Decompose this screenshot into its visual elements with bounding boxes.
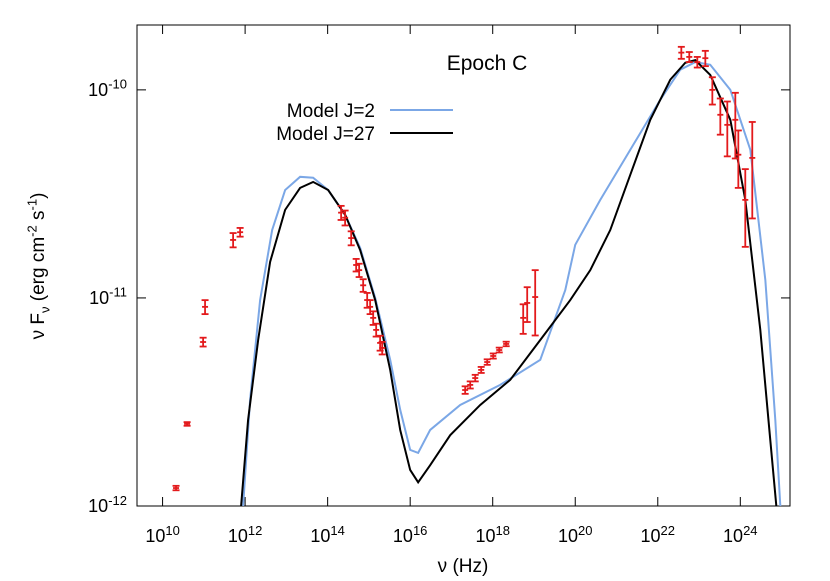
data-point	[201, 299, 209, 316]
data-point	[519, 303, 527, 335]
data-point	[347, 230, 355, 247]
x-tick-label: 1018	[475, 523, 510, 546]
x-axis-label: ν (Hz)	[438, 556, 489, 577]
chart-title: Epoch C	[447, 52, 528, 75]
data-point	[701, 49, 709, 68]
data-point	[748, 121, 756, 220]
x-tick-label: 1020	[558, 523, 593, 546]
data-point	[693, 56, 701, 69]
data-point	[734, 129, 742, 189]
data-point	[236, 227, 244, 238]
plot-frame	[136, 24, 791, 507]
data-point	[723, 100, 731, 158]
data-point	[199, 336, 207, 348]
data-point	[677, 45, 685, 60]
data-point	[495, 346, 503, 354]
data-point	[477, 366, 485, 374]
data-point	[489, 352, 497, 360]
legend-label: Model J=27	[276, 124, 375, 145]
data-point	[502, 340, 510, 348]
data-point	[378, 340, 386, 356]
x-tick-label: 1024	[723, 523, 758, 546]
y-tick-label: 10-11	[89, 285, 127, 308]
data-point	[372, 322, 380, 338]
data-point	[741, 168, 749, 248]
data-point	[229, 232, 237, 249]
data-point	[337, 204, 345, 221]
data-point	[359, 278, 367, 293]
x-tick-label: 1010	[145, 523, 180, 546]
data-point	[466, 380, 474, 390]
y-tick-label: 10-10	[88, 77, 127, 100]
legend-label: Model J=2	[287, 101, 375, 122]
data-point	[523, 286, 531, 323]
data-point	[483, 358, 491, 366]
x-tick-label: 1012	[228, 523, 263, 546]
x-tick-label: 1014	[310, 523, 345, 546]
data-point	[708, 76, 716, 106]
model-curve	[240, 58, 778, 506]
data-point	[685, 51, 693, 63]
data-point	[716, 97, 724, 136]
data-point	[731, 91, 739, 160]
data-point	[461, 385, 469, 395]
data-point	[172, 484, 180, 492]
data-point	[531, 269, 539, 337]
y-tick-label: 10-12	[88, 493, 127, 516]
data-point	[341, 209, 349, 227]
model-curve	[242, 61, 782, 506]
y-axis-label: ν Fν (erg cm-2 s-1)	[24, 193, 52, 340]
x-tick-label: 1022	[641, 523, 676, 546]
data-point	[183, 421, 191, 427]
data-point	[471, 373, 479, 383]
data-point	[355, 262, 363, 278]
x-tick-label: 1016	[393, 523, 428, 546]
